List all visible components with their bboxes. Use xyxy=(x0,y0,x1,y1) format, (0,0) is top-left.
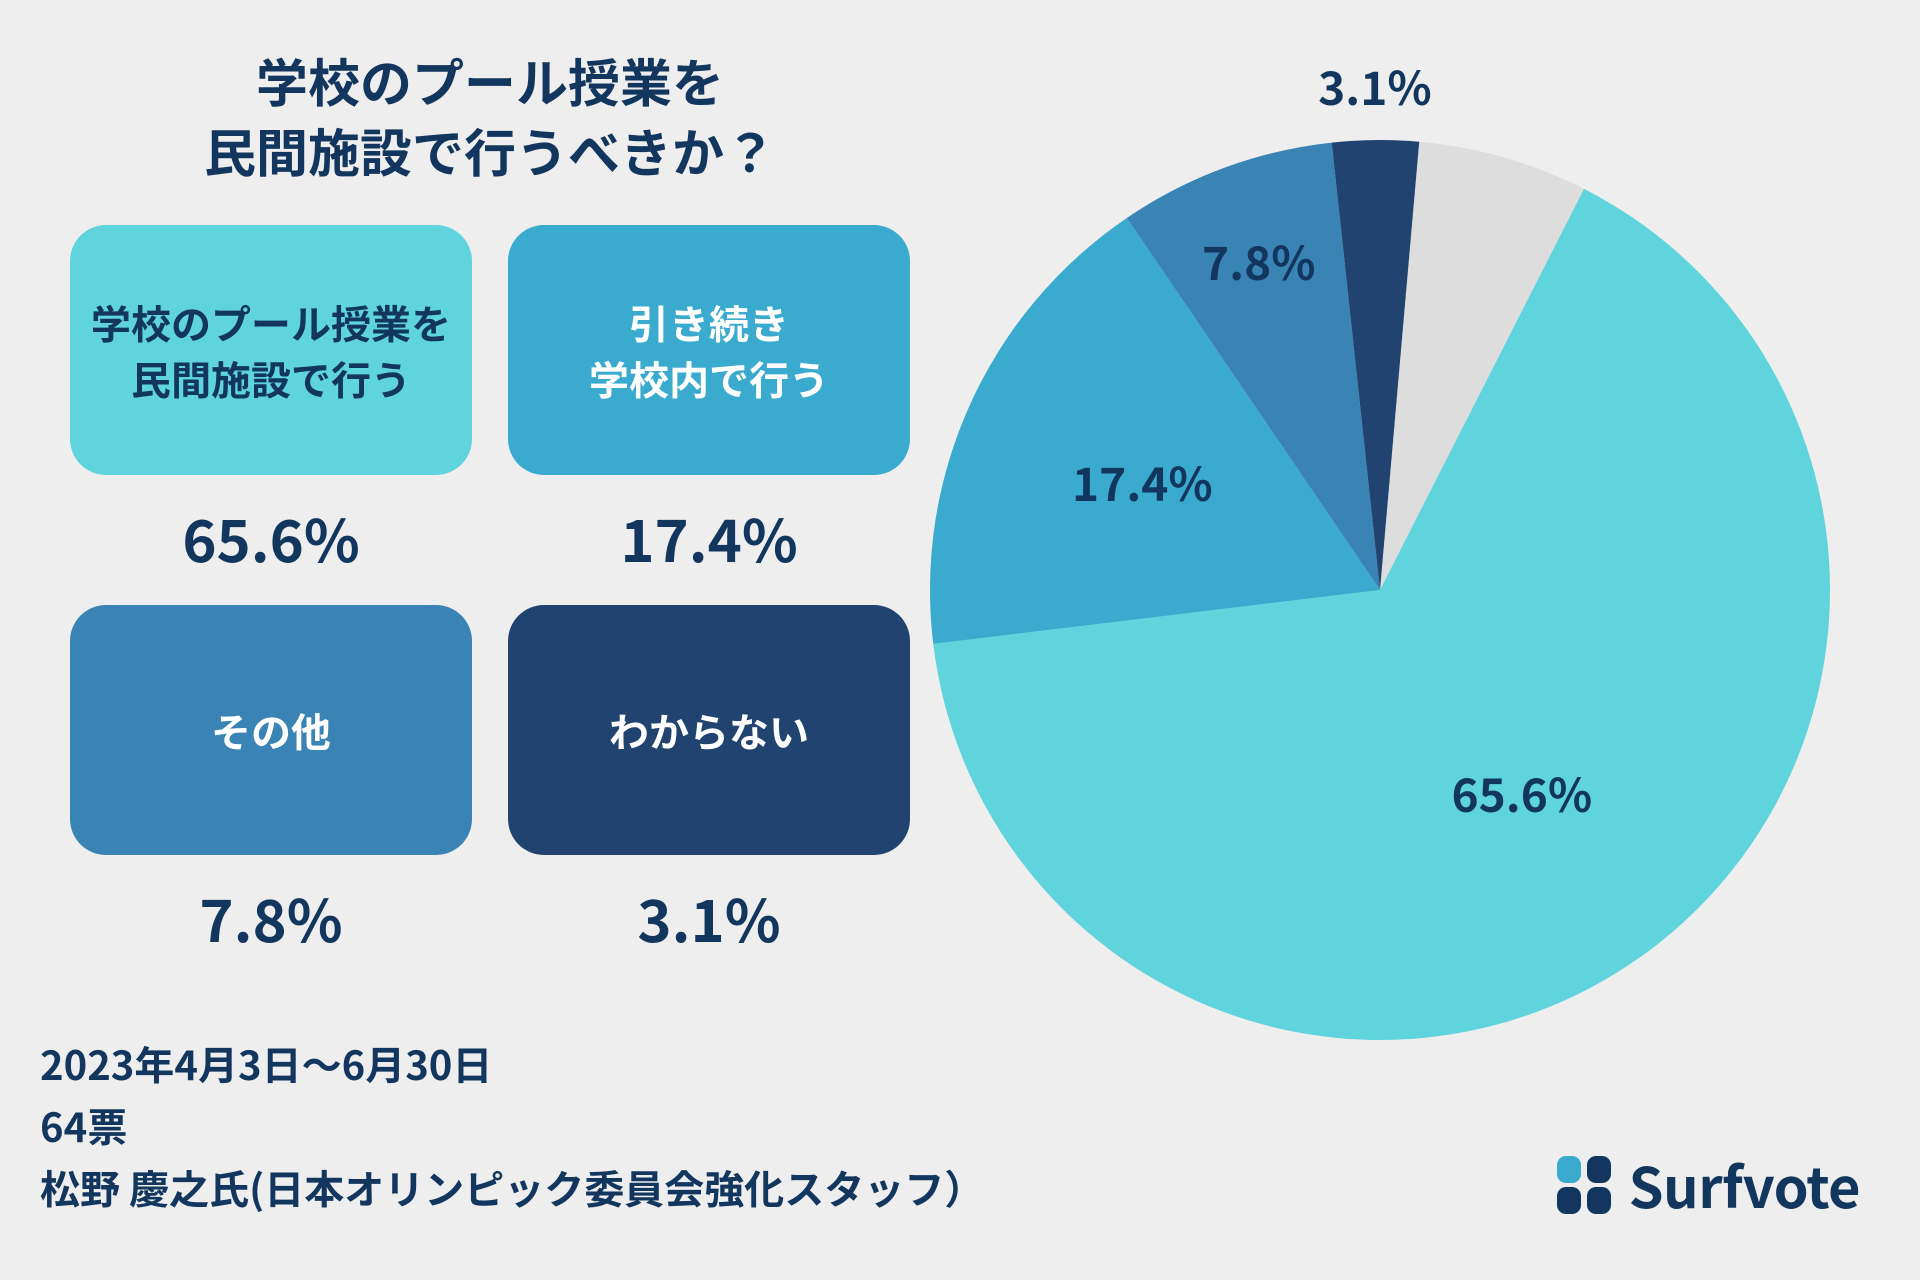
option-card-1: 引き続き 学校内で行う 17.4% xyxy=(508,225,910,579)
option-label: その他 xyxy=(211,702,331,758)
option-cards: 学校のプール授業を 民間施設で行う 65.6% 引き続き 学校内で行う 17.4% その… xyxy=(70,225,910,959)
option-card-2: その他 7.8% xyxy=(70,605,472,959)
brand-icon-q2 xyxy=(1587,1156,1611,1183)
option-card-box-1: 引き続き 学校内で行う xyxy=(508,225,910,475)
option-percentage: 3.1% xyxy=(637,875,780,959)
brand-logo: Surfvote xyxy=(1553,1144,1860,1225)
pie-chart xyxy=(930,140,1830,1040)
question-title: 学校のプール授業を 民間施設で行うべきか？ xyxy=(70,45,910,185)
infographic-root: 学校のプール授業を 民間施設で行うべきか？ 学校のプール授業を 民間施設で行う 6… xyxy=(0,0,1920,1280)
footer-author: 松野 慶之氏(日本オリンピック委員会強化スタッフ） xyxy=(40,1156,984,1218)
pie-slice-label-3: 7.8% xyxy=(1202,228,1316,294)
option-percentage: 17.4% xyxy=(620,495,797,579)
footer-meta: 2023年4月3日〜6月30日 64票 松野 慶之氏(日本オリンピック委員会強化… xyxy=(40,1032,984,1218)
option-percentage: 7.8% xyxy=(199,875,342,959)
brand-icon-q1 xyxy=(1557,1156,1581,1183)
pie-slice-label-2: 17.4% xyxy=(1072,449,1213,515)
brand-icon-q4 xyxy=(1587,1187,1611,1214)
brand-icon xyxy=(1553,1154,1615,1216)
option-label: 学校のプール授業を 民間施設で行う xyxy=(91,294,451,406)
pie-slice-label-1: 65.6% xyxy=(1451,760,1592,826)
brand-name: Surfvote xyxy=(1629,1144,1860,1225)
option-card-box-0: 学校のプール授業を 民間施設で行う xyxy=(70,225,472,475)
option-card-3: わからない 3.1% xyxy=(508,605,910,959)
option-card-box-2: その他 xyxy=(70,605,472,855)
pie-slice-label-4: 3.1% xyxy=(1318,53,1432,119)
option-card-box-3: わからない xyxy=(508,605,910,855)
pie-chart-area: 65.6%17.4%7.8%3.1% xyxy=(930,100,1830,1000)
option-label: わからない xyxy=(609,702,809,758)
option-percentage: 65.6% xyxy=(182,495,359,579)
brand-icon-q3 xyxy=(1557,1187,1581,1214)
option-card-0: 学校のプール授業を 民間施設で行う 65.6% xyxy=(70,225,472,579)
footer-date: 2023年4月3日〜6月30日 xyxy=(40,1032,984,1094)
footer-votes: 64票 xyxy=(40,1094,984,1156)
option-label: 引き続き 学校内で行う xyxy=(589,294,829,406)
